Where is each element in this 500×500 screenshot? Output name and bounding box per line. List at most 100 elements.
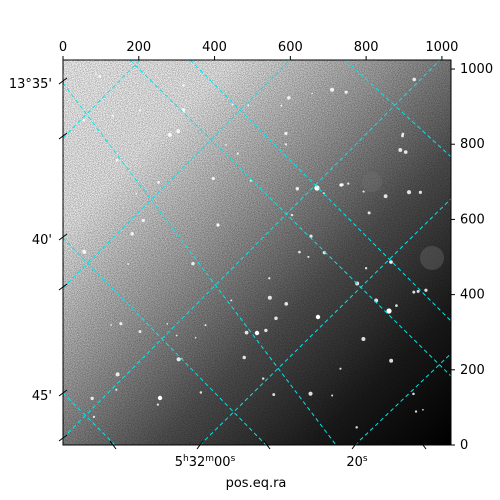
star xyxy=(361,337,366,342)
star xyxy=(389,358,394,363)
star xyxy=(115,372,120,377)
star xyxy=(355,426,358,429)
star-field xyxy=(82,73,444,429)
dec-label-40: 40' xyxy=(32,233,52,248)
right-tick-label: 800 xyxy=(460,137,485,152)
star xyxy=(314,185,320,191)
star xyxy=(110,324,113,326)
coordinate-grid xyxy=(63,60,451,445)
star xyxy=(157,395,163,401)
star xyxy=(307,255,310,258)
left-tick xyxy=(58,389,68,397)
top-tick-label: 0 xyxy=(59,40,67,55)
bottom-tick xyxy=(351,440,359,450)
star xyxy=(331,394,334,397)
bottom-axis: 5h32m00s 20s pos.eq.ra xyxy=(109,440,427,491)
star xyxy=(176,129,181,134)
star xyxy=(191,261,195,266)
dec-label-45: 45' xyxy=(32,389,52,404)
dec-label-35: 13°35' xyxy=(9,77,52,92)
star xyxy=(82,118,86,122)
star xyxy=(176,357,181,362)
grid-line xyxy=(354,352,451,445)
star xyxy=(130,232,134,236)
star xyxy=(386,308,392,314)
star xyxy=(230,299,233,302)
left-axis: 13°35' 40' 45' xyxy=(9,77,68,442)
star xyxy=(115,158,119,162)
star xyxy=(254,330,260,336)
right-tick-label: 1000 xyxy=(460,62,493,77)
star xyxy=(199,391,203,394)
diffuse-glow xyxy=(420,246,444,270)
grid-line xyxy=(129,60,451,377)
star xyxy=(339,367,342,370)
star xyxy=(216,223,220,227)
star xyxy=(204,324,207,327)
star xyxy=(284,131,288,136)
star xyxy=(347,182,350,185)
grid-line xyxy=(63,392,116,445)
star xyxy=(298,250,301,254)
right-tick-label: 0 xyxy=(460,438,468,453)
ra-label-20s: 20s xyxy=(346,454,368,470)
star xyxy=(367,211,371,215)
star xyxy=(175,334,178,337)
top-tick-label: 800 xyxy=(354,40,379,55)
star xyxy=(98,75,102,78)
star xyxy=(94,73,97,76)
grid-line xyxy=(199,198,451,445)
right-axis: 0 200 400 600 800 1000 xyxy=(451,62,493,453)
star xyxy=(412,290,416,294)
star xyxy=(119,322,123,326)
star xyxy=(308,391,313,396)
star xyxy=(138,109,142,112)
grid-line xyxy=(189,60,451,322)
top-tick-label: 600 xyxy=(278,40,303,55)
star xyxy=(311,92,313,95)
star xyxy=(135,192,138,195)
star xyxy=(127,263,130,265)
x-axis-label: pos.eq.ra xyxy=(226,476,287,491)
star xyxy=(339,183,343,187)
star xyxy=(236,152,239,155)
image-frame xyxy=(62,59,452,446)
star xyxy=(225,143,227,146)
star xyxy=(401,134,404,138)
star xyxy=(315,314,321,320)
star xyxy=(344,90,348,94)
star xyxy=(156,403,159,406)
ra-label-5h32m00s: 5h32m00s xyxy=(175,454,236,470)
left-tick xyxy=(58,132,68,140)
star xyxy=(412,77,417,82)
star xyxy=(389,260,393,264)
star xyxy=(362,190,365,193)
sky-image xyxy=(63,60,451,445)
star xyxy=(167,132,172,137)
star xyxy=(268,277,271,280)
star xyxy=(424,288,428,292)
top-axis: 0 200 400 600 800 1000 xyxy=(59,40,458,60)
star xyxy=(141,218,145,223)
star xyxy=(115,388,118,391)
top-tick-label: 200 xyxy=(126,40,151,55)
star xyxy=(287,96,291,100)
star xyxy=(231,103,234,106)
star xyxy=(272,393,276,396)
star xyxy=(82,249,87,254)
star xyxy=(395,304,398,307)
star xyxy=(280,104,283,107)
star xyxy=(211,176,215,181)
star xyxy=(364,267,368,270)
grid-line xyxy=(63,82,337,445)
star xyxy=(406,190,412,195)
star xyxy=(244,330,249,335)
star xyxy=(398,147,403,152)
bottom-tick xyxy=(196,440,204,450)
left-tick xyxy=(58,233,68,241)
star xyxy=(284,302,289,306)
star xyxy=(290,213,294,217)
star xyxy=(247,104,250,107)
star xyxy=(412,392,415,396)
star xyxy=(330,87,335,92)
